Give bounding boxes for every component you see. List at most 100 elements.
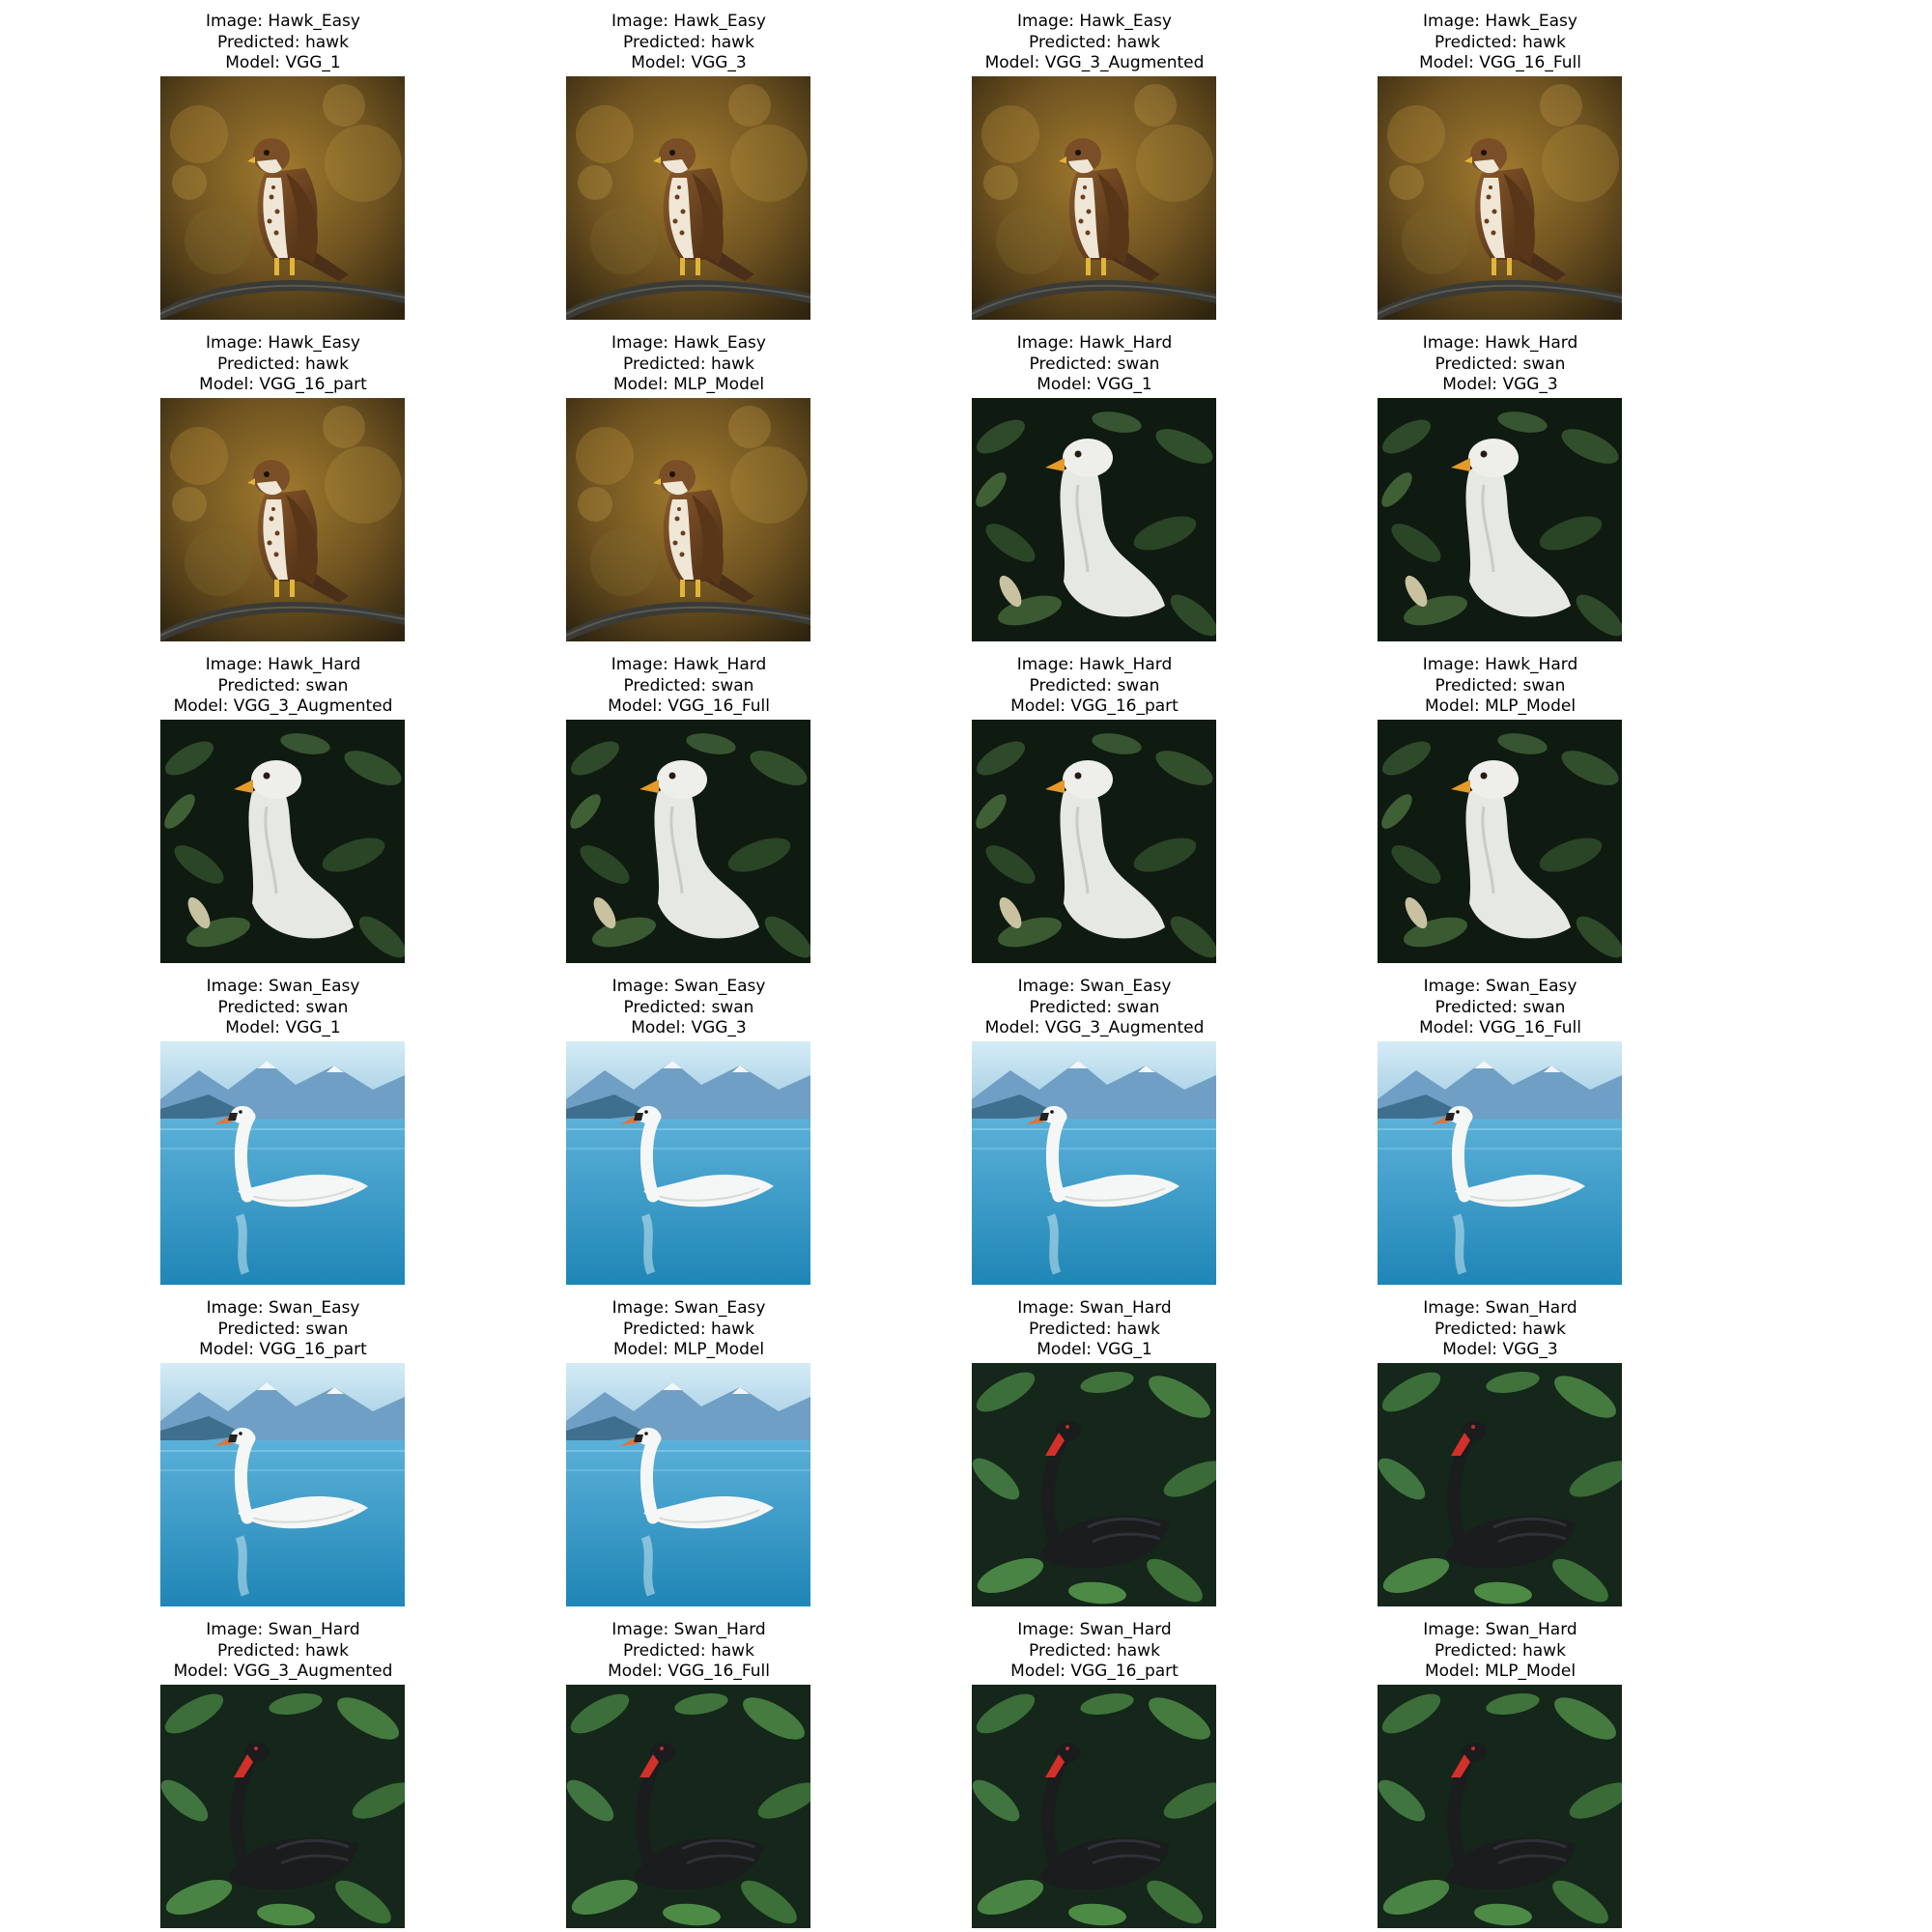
hawk-perched-illustration [160, 76, 405, 320]
result-panel: Image: Swan_Easy Predicted: swan Model: VG… [80, 1287, 486, 1607]
panel-caption: Image: Hawk_Easy Predicted: hawk Model: VG… [486, 12, 892, 74]
result-panel: Image: Hawk_Easy Predicted: hawk Model: VG… [1297, 0, 1703, 321]
model-label: Model: VGG_3 [631, 53, 747, 72]
predicted-label: Predicted: swan [217, 997, 349, 1017]
predicted-label: Predicted: hawk [217, 1640, 349, 1661]
black-swan-leaves-illustration [972, 1685, 1216, 1928]
result-panel: Image: Hawk_Hard Predicted: swan Model: VG… [892, 322, 1297, 642]
panel-caption: Image: Swan_Hard Predicted: hawk Model: VG… [80, 1620, 486, 1683]
panel-caption: Image: Hawk_Easy Predicted: hawk Model: VG… [1297, 12, 1703, 74]
predicted-label: Predicted: hawk [217, 354, 349, 374]
white-bird-in-leaves-illustration [160, 720, 405, 963]
image-label: Image: Swan_Easy [1423, 977, 1577, 996]
image-label: Image: Hawk_Hard [1422, 333, 1578, 353]
image-label: Image: Swan_Easy [611, 1298, 766, 1318]
image-label: Image: Hawk_Easy [611, 12, 766, 31]
black-swan-leaves-illustration [1378, 1363, 1622, 1606]
panel-caption: Image: Swan_Easy Predicted: swan Model: VG… [80, 977, 486, 1039]
predicted-label: Predicted: hawk [623, 1319, 754, 1339]
model-label: Model: VGG_16_Full [1419, 53, 1581, 72]
panel-caption: Image: Hawk_Hard Predicted: swan Model: ML… [1297, 655, 1703, 718]
result-panel: Image: Swan_Hard Predicted: hawk Model: VG… [892, 1608, 1297, 1929]
predicted-label: Predicted: hawk [217, 32, 349, 52]
image-label: Image: Hawk_Hard [1422, 655, 1578, 674]
panel-caption: Image: Hawk_Easy Predicted: hawk Model: VG… [892, 12, 1297, 74]
panel-image [972, 76, 1216, 320]
model-label: Model: MLP_Model [1424, 1662, 1577, 1681]
white-bird-in-leaves-illustration [972, 720, 1216, 963]
predicted-label: Predicted: hawk [1029, 1640, 1160, 1661]
panel-image [972, 720, 1216, 963]
predicted-label: Predicted: swan [1435, 997, 1566, 1017]
panel-image [972, 1041, 1216, 1285]
panel-caption: Image: Hawk_Hard Predicted: swan Model: VG… [80, 655, 486, 718]
panel-image [566, 720, 810, 963]
panel-caption: Image: Hawk_Easy Predicted: hawk Model: VG… [80, 333, 486, 396]
black-swan-leaves-illustration [160, 1685, 405, 1928]
white-swan-lake-illustration [160, 1041, 405, 1285]
image-label: Image: Hawk_Easy [1423, 12, 1577, 31]
model-label: Model: VGG_1 [1037, 1340, 1152, 1359]
result-panel: Image: Hawk_Hard Predicted: swan Model: VG… [1297, 322, 1703, 642]
panel-image [160, 76, 405, 320]
image-label: Image: Swan_Hard [1017, 1298, 1172, 1318]
panel-image [1378, 1363, 1622, 1606]
predicted-label: Predicted: swan [623, 997, 754, 1017]
panel-image [160, 1041, 405, 1285]
model-label: Model: VGG_3 [1442, 1340, 1558, 1359]
predicted-label: Predicted: swan [1029, 675, 1160, 696]
white-bird-in-leaves-illustration [1378, 398, 1622, 641]
predicted-label: Predicted: swan [623, 675, 754, 696]
result-panel: Image: Swan_Hard Predicted: hawk Model: VG… [892, 1287, 1297, 1607]
panel-caption: Image: Swan_Hard Predicted: hawk Model: VG… [486, 1620, 892, 1683]
predicted-label: Predicted: hawk [623, 32, 754, 52]
image-label: Image: Swan_Easy [206, 977, 360, 996]
hawk-perched-illustration [566, 398, 810, 641]
image-label: Image: Hawk_Easy [206, 12, 360, 31]
panel-caption: Image: Hawk_Hard Predicted: swan Model: VG… [892, 655, 1297, 718]
panel-caption: Image: Hawk_Hard Predicted: swan Model: VG… [486, 655, 892, 718]
panel-image [1378, 398, 1622, 641]
white-swan-lake-illustration [566, 1363, 810, 1606]
panel-image [1378, 1041, 1622, 1285]
panel-image [972, 1363, 1216, 1606]
panel-caption: Image: Swan_Easy Predicted: swan Model: VG… [80, 1298, 486, 1361]
result-panel: Image: Hawk_Easy Predicted: hawk Model: VG… [80, 0, 486, 321]
panel-caption: Image: Swan_Easy Predicted: swan Model: VG… [486, 977, 892, 1039]
predicted-label: Predicted: swan [217, 1319, 349, 1339]
model-label: Model: MLP_Model [612, 375, 765, 394]
result-panel: Image: Swan_Hard Predicted: hawk Model: VG… [486, 1608, 892, 1929]
predicted-label: Predicted: swan [1029, 354, 1160, 374]
image-label: Image: Hawk_Easy [206, 333, 360, 353]
white-swan-lake-illustration [972, 1041, 1216, 1285]
result-panel: Image: Swan_Easy Predicted: swan Model: VG… [892, 965, 1297, 1286]
white-bird-in-leaves-illustration [1378, 720, 1622, 963]
image-label: Image: Swan_Easy [206, 1298, 360, 1318]
panel-caption: Image: Swan_Hard Predicted: hawk Model: VG… [892, 1620, 1297, 1683]
result-panel: Image: Hawk_Hard Predicted: swan Model: VG… [892, 643, 1297, 964]
predicted-label: Predicted: hawk [1029, 32, 1160, 52]
result-panel: Image: Swan_Hard Predicted: hawk Model: VG… [1297, 1287, 1703, 1607]
result-panel: Image: Hawk_Easy Predicted: hawk Model: VG… [486, 0, 892, 321]
model-label: Model: VGG_16_part [1010, 696, 1179, 716]
model-label: Model: VGG_16_part [199, 1340, 367, 1359]
image-label: Image: Swan_Hard [1423, 1620, 1577, 1639]
model-label: Model: VGG_16_Full [608, 1662, 770, 1681]
result-panel: Image: Swan_Hard Predicted: hawk Model: ML… [1297, 1608, 1703, 1929]
model-label: Model: VGG_3 [631, 1018, 747, 1037]
hawk-perched-illustration [972, 76, 1216, 320]
model-label: Model: VGG_16_Full [1419, 1018, 1581, 1037]
predicted-label: Predicted: swan [1435, 354, 1566, 374]
panel-caption: Image: Hawk_Hard Predicted: swan Model: VG… [1297, 333, 1703, 396]
predicted-label: Predicted: swan [1435, 675, 1566, 696]
model-label: Model: VGG_1 [225, 53, 341, 72]
predicted-label: Predicted: swan [1029, 997, 1160, 1017]
model-label: Model: VGG_1 [225, 1018, 341, 1037]
panel-image [160, 720, 405, 963]
panel-caption: Image: Swan_Hard Predicted: hawk Model: VG… [1297, 1298, 1703, 1361]
hawk-perched-illustration [566, 76, 810, 320]
image-label: Image: Swan_Hard [1423, 1298, 1577, 1318]
image-label: Image: Hawk_Hard [611, 655, 767, 674]
result-panel: Image: Swan_Easy Predicted: hawk Model: ML… [486, 1287, 892, 1607]
